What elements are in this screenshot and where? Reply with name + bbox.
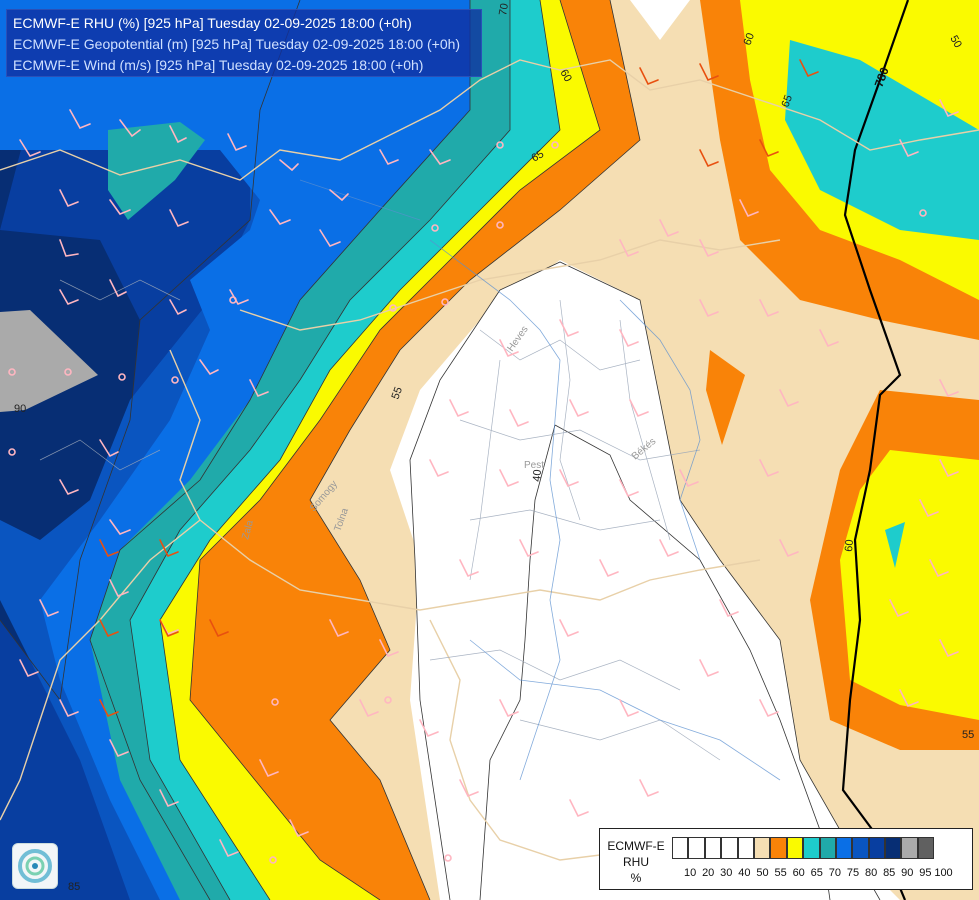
legend-swatch — [672, 837, 689, 859]
ecmwf-swirl-icon — [12, 843, 58, 889]
legend-swatch — [688, 837, 705, 859]
legend-tick-label: 60 — [792, 867, 805, 879]
contour-label-60-east: 60 — [843, 539, 856, 552]
contour-label-55-mid: 55 — [390, 385, 405, 401]
legend-swatch — [803, 837, 820, 859]
rhu-band-65 — [160, 0, 600, 900]
admin-borders — [39, 279, 721, 761]
contour-label-85-sw: 85 — [68, 881, 80, 893]
legend-tick-label: 20 — [702, 867, 715, 879]
legend-title: ECMWF-E RHU % — [604, 838, 668, 886]
legend-swatch — [835, 837, 853, 859]
legend-title-model: ECMWF-E — [607, 839, 665, 853]
legend-title-variable: RHU — [623, 855, 649, 869]
legend-swatch — [917, 837, 935, 859]
contour-label-65-upper: 65 — [530, 148, 547, 165]
rhu-band-75 — [90, 0, 510, 900]
legend-swatches — [672, 837, 935, 859]
rhu-east-70 — [785, 40, 979, 240]
place-zala: Zala — [240, 519, 256, 541]
legend-tick-label: 65 — [810, 867, 823, 879]
rhu-dry-top — [630, 0, 690, 40]
rivers — [299, 179, 781, 781]
rhu-band-75-blue — [0, 0, 470, 900]
rhu-band-60 — [190, 0, 640, 900]
contour-label-90-west: 90 — [14, 403, 26, 415]
legend-swatch — [753, 837, 771, 859]
rhu-se-70 — [885, 522, 905, 568]
legend-swatch — [786, 837, 804, 859]
geopotential-label: 780 — [872, 65, 892, 89]
legend-tick-label: 50 — [756, 867, 769, 879]
legend-tick-label: 85 — [883, 867, 896, 879]
legend-swatch — [885, 837, 902, 859]
place-pest: Pest — [524, 460, 544, 471]
contour-label-60-right: 60 — [742, 31, 757, 47]
wind-barbs — [8, 59, 959, 864]
title-wind: ECMWF-E Wind (m/s) [925 hPa] Tuesday 02-… — [13, 57, 424, 73]
rhu-band-70 — [130, 0, 560, 900]
legend-tick-label: 95 — [919, 867, 932, 879]
legend-swatch — [852, 837, 869, 859]
legend-tick-label: 75 — [846, 867, 860, 879]
legend-tick-label: 80 — [864, 867, 878, 879]
legend-swatch — [721, 837, 738, 859]
legend-swatch — [901, 837, 918, 859]
contour-label-40-center: 40 — [531, 469, 544, 482]
contour-label-65-right: 65 — [780, 93, 795, 109]
contour-label-60-top: 60 — [557, 68, 574, 85]
title-rhu: ECMWF-E RHU (%) [925 hPa] Tuesday 02-09-… — [13, 15, 412, 31]
rhu-legend: ECMWF-E RHU % 10 20 30 40 50 55 60 65 70 75 80 85 90… — [599, 828, 973, 890]
rhu-mid-60 — [706, 350, 745, 445]
legend-swatch — [737, 837, 754, 859]
legend-swatch — [704, 837, 722, 859]
legend-tick-label: 70 — [828, 867, 842, 879]
legend-tick-label: 40 — [738, 867, 751, 879]
contour-label-50-right: 50 — [947, 34, 964, 51]
legend-tick-label: 100 — [934, 867, 953, 879]
legend-tick-label: 90 — [901, 867, 914, 879]
legend-swatch — [770, 837, 787, 859]
map-title-box: ECMWF-E RHU (%) [925 hPa] Tuesday 02-09-… — [6, 9, 482, 77]
legend-tick-label: 10 — [683, 867, 697, 879]
legend-tick-label: 55 — [774, 867, 787, 879]
contour-label-70-top: 70 — [497, 2, 511, 16]
legend-swatch — [868, 837, 886, 859]
rhu-west-95 — [0, 310, 98, 412]
legend-swatch — [819, 837, 836, 859]
rhu-se-65 — [840, 450, 979, 720]
rhu-nw-75 — [108, 122, 205, 220]
title-geopotential: ECMWF-E Geopotential (m) [925 hPa] Tuesd… — [13, 36, 461, 52]
geopotential-780-line — [841, 0, 910, 900]
legend-ticks: 10 20 30 40 50 55 60 65 70 75 80 85 90 95 100 — [672, 867, 970, 883]
legend-title-unit: % — [630, 871, 642, 885]
legend-tick-label: 30 — [720, 867, 733, 879]
contour-label-55-east: 55 — [962, 729, 974, 741]
